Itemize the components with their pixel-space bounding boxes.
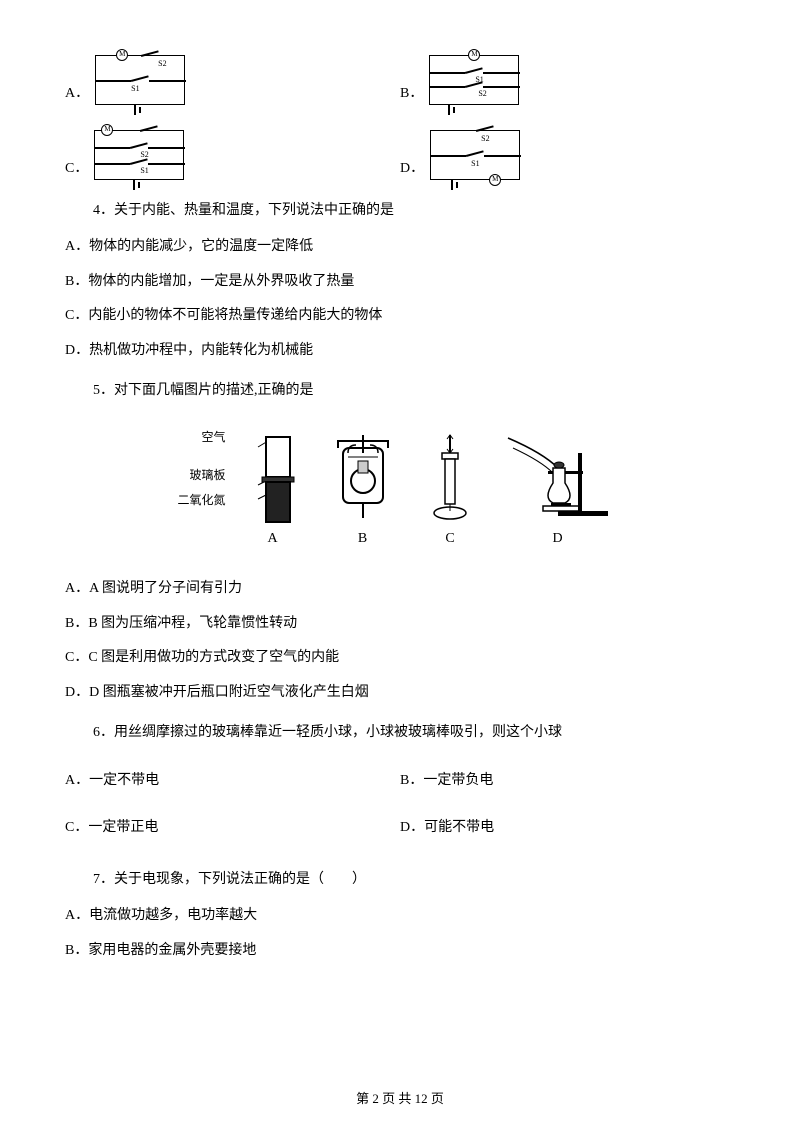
label-air: 空气: [178, 428, 226, 447]
q6-choice-c: C．一定带正电: [65, 817, 400, 839]
q7-stem: 7．关于电现象，下列说法正确的是（ ）: [65, 869, 735, 891]
q5-choice-d: D．D 图瓶塞被冲开后瓶口附近空气液化产生白烟: [65, 682, 735, 704]
q6-choices-row1: A．一定不带电 B．一定带负电: [65, 758, 735, 804]
q7-choice-b: B．家用电器的金属外壳要接地: [65, 940, 735, 962]
q6-choice-a: A．一定不带电: [65, 770, 400, 792]
option-b-label: B．: [400, 83, 423, 105]
q5-stem: 5．对下面几幅图片的描述,正确的是: [65, 380, 735, 402]
option-a-label: A．: [65, 83, 89, 105]
q5-choice-a: A．A 图说明了分子间有引力: [65, 578, 735, 600]
fig-b-label: B: [358, 528, 367, 550]
fig-d-label: D: [552, 528, 562, 550]
q5-choice-c: C．C 图是利用做功的方式改变了空气的内能: [65, 647, 735, 669]
circuit-diagram-d: S2 S1: [430, 130, 520, 180]
label-no2: 二氧化氮: [178, 491, 226, 510]
option-d-label: D．: [400, 158, 424, 180]
diagram-a: A: [248, 433, 298, 550]
diagram-c: C: [428, 433, 473, 550]
q4-choice-b: B．物体的内能增加，一定是从外界吸收了热量: [65, 271, 735, 293]
page-content: A． S2 S1 B． S1: [0, 0, 800, 1004]
q5-figure: 空气 玻璃板 二氧化氮 A: [65, 420, 735, 560]
q6-choice-d: D．可能不带电: [400, 817, 735, 839]
q4-choice-c: C．内能小的物体不可能将热量传递给内能大的物体: [65, 305, 735, 327]
q4-choice-d: D．热机做功冲程中，内能转化为机械能: [65, 340, 735, 362]
q6-choices-row2: C．一定带正电 D．可能不带电: [65, 805, 735, 851]
fig-c-label: C: [445, 528, 454, 550]
q4-stem: 4．关于内能、热量和温度，下列说法中正确的是: [65, 200, 735, 222]
q6-stem: 6．用丝绸摩擦过的玻璃棒靠近一轻质小球，小球被玻璃棒吸引，则这个小球: [65, 722, 735, 744]
q5-choice-b: B．B 图为压缩冲程，飞轮靠惯性转动: [65, 613, 735, 635]
option-c-label: C．: [65, 158, 88, 180]
q7-choice-a: A．电流做功越多，电功率越大: [65, 905, 735, 927]
page-footer: 第 2 页 共 12 页: [0, 1089, 800, 1110]
diagram-b: B: [328, 433, 398, 550]
fig-a-label: A: [267, 528, 277, 550]
circuit-diagram-b: S1 S2: [429, 55, 519, 105]
diagram-d: D: [503, 433, 613, 550]
option-row-ab: A． S2 S1 B． S1: [65, 55, 735, 105]
option-row-cd: C． S2 S1 D． S2: [65, 130, 735, 180]
q4-choice-a: A．物体的内能减少，它的温度一定降低: [65, 236, 735, 258]
q6-choice-b: B．一定带负电: [400, 770, 735, 792]
circuit-diagram-c: S2 S1: [94, 130, 184, 180]
circuit-diagram-a: S2 S1: [95, 55, 185, 105]
label-glass: 玻璃板: [178, 466, 226, 485]
